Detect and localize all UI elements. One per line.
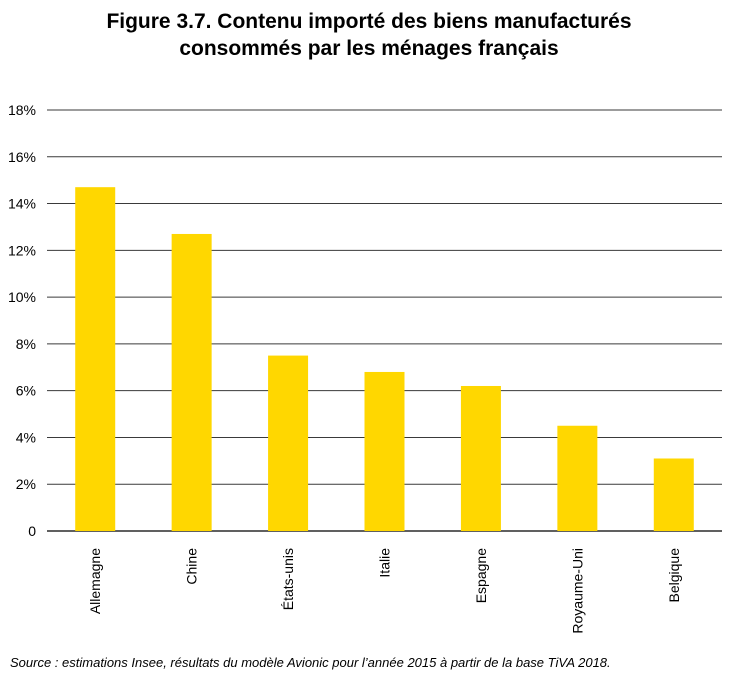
bar [557, 425, 598, 531]
bar [268, 355, 309, 531]
bars [75, 187, 694, 531]
y-tick-label: 0 [28, 523, 36, 539]
y-tick-label: 6% [16, 383, 36, 399]
y-tick-label: 14% [8, 196, 36, 212]
y-tick-label: 2% [16, 476, 36, 492]
x-tick-label: Italie [377, 548, 393, 578]
bar [75, 187, 116, 531]
bar-chart: 0 2% 4% 6% 8% 10% 12% 14% 16% 18% Allemagne Chine É… [8, 102, 722, 634]
y-tick-label: 18% [8, 102, 36, 118]
y-axis-ticks: 0 2% 4% 6% 8% 10% 12% 14% 16% 18% [8, 102, 36, 539]
bar [171, 233, 212, 531]
source-note: Source : estimations Insee, résultats du… [10, 655, 611, 670]
chart-title: Figure 3.7. Contenu importé des biens ma… [0, 8, 738, 62]
x-tick-label: Espagne [473, 548, 489, 603]
x-tick-label: Chine [184, 548, 200, 585]
chart-title-line-2: consommés par les ménages français [179, 37, 559, 60]
bar [653, 458, 694, 531]
y-tick-label: 16% [8, 149, 36, 165]
x-axis-ticks: Allemagne Chine États-unis Italie Espagne Roy… [87, 548, 682, 634]
x-tick-label: Belgique [666, 548, 682, 603]
y-tick-label: 4% [16, 429, 36, 445]
x-tick-label: Allemagne [87, 548, 103, 614]
chart-title-line-1: Figure 3.7. Contenu importé des biens ma… [106, 10, 632, 33]
bar [364, 371, 405, 531]
x-tick-label: Royaume-Uni [569, 548, 585, 634]
bar [460, 385, 501, 531]
x-tick-label: États-unis [280, 548, 296, 610]
y-tick-label: 10% [8, 289, 36, 305]
y-tick-label: 8% [16, 336, 36, 352]
y-tick-label: 12% [8, 242, 36, 258]
grid-lines [47, 109, 722, 532]
